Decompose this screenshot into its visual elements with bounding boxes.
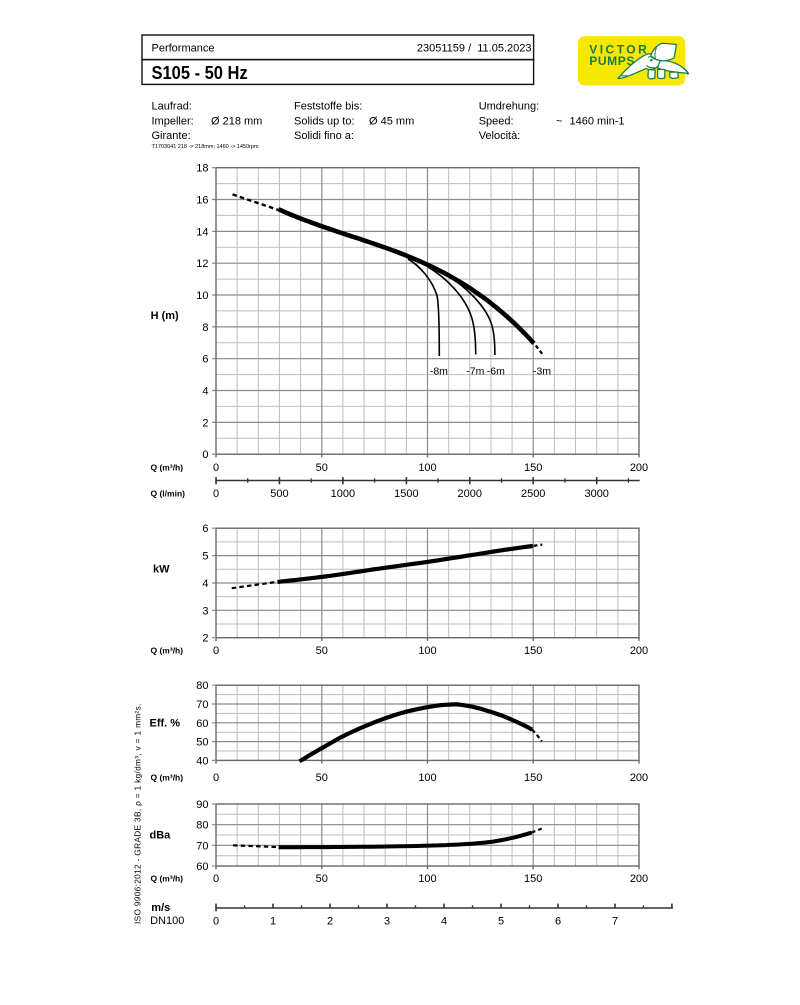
svg-text:50: 50: [316, 873, 328, 885]
svg-text:kW: kW: [153, 564, 170, 576]
svg-text:Velocità:: Velocità:: [479, 130, 521, 142]
svg-text:T1703041 218 -> 218mm; 1460 ->: T1703041 218 -> 218mm; 1460 -> 1450rpm: [152, 144, 259, 150]
svg-text:6: 6: [555, 916, 561, 928]
svg-text:H (m): H (m): [151, 310, 179, 322]
svg-text:150: 150: [524, 645, 542, 657]
svg-text:90: 90: [196, 799, 208, 811]
svg-text:0: 0: [202, 449, 208, 461]
svg-text:16: 16: [196, 195, 208, 207]
svg-text:dBa: dBa: [150, 829, 172, 841]
svg-text:2: 2: [327, 916, 333, 928]
svg-text:200: 200: [630, 772, 648, 784]
svg-text:Speed:: Speed:: [479, 115, 514, 127]
svg-text:5: 5: [202, 551, 208, 563]
svg-text:Laufrad:: Laufrad:: [152, 100, 192, 112]
svg-text:6: 6: [202, 523, 208, 535]
svg-text:-7m: -7m: [466, 366, 484, 378]
svg-text:3: 3: [202, 605, 208, 617]
svg-text:Umdrehung:: Umdrehung:: [479, 100, 540, 112]
svg-text:4: 4: [441, 916, 447, 928]
svg-text:14: 14: [196, 226, 208, 238]
svg-text:m/s: m/s: [151, 902, 170, 914]
svg-text:-6m: -6m: [487, 366, 505, 378]
svg-text:0: 0: [213, 645, 219, 657]
svg-text:1500: 1500: [394, 488, 418, 500]
svg-text:150: 150: [524, 873, 542, 885]
svg-text:Q (l/min): Q (l/min): [151, 488, 186, 498]
svg-text:40: 40: [196, 755, 208, 767]
svg-text:100: 100: [418, 873, 436, 885]
svg-text:10: 10: [196, 290, 208, 302]
svg-text:200: 200: [630, 873, 648, 885]
svg-text:Feststoffe bis:: Feststoffe bis:: [294, 100, 362, 112]
svg-text:ISO 9906:2012 - GRADE 3B, ρ =: ISO 9906:2012 - GRADE 3B, ρ = 1 kg/dm³, …: [133, 703, 143, 924]
svg-text:Q (m³/h): Q (m³/h): [151, 646, 184, 656]
svg-text:2: 2: [202, 417, 208, 429]
svg-text:80: 80: [196, 820, 208, 832]
svg-text:80: 80: [196, 680, 208, 692]
svg-text:12: 12: [196, 258, 208, 270]
svg-text:70: 70: [196, 699, 208, 711]
svg-text:Q (m³/h): Q (m³/h): [151, 463, 184, 473]
svg-text:Q (m³/h): Q (m³/h): [151, 874, 184, 884]
svg-text:1000: 1000: [331, 488, 355, 500]
svg-text:Performance: Performance: [152, 42, 215, 54]
svg-text:23051159 / 11.05.2023: 23051159 / 11.05.2023: [417, 42, 532, 54]
svg-text:0: 0: [213, 916, 219, 928]
svg-text:50: 50: [196, 737, 208, 749]
svg-text:2000: 2000: [458, 488, 482, 500]
svg-text:Ø 218 mm: Ø 218 mm: [211, 115, 262, 127]
svg-text:7: 7: [612, 916, 618, 928]
svg-text:~: ~: [556, 115, 562, 127]
svg-text:0: 0: [213, 462, 219, 474]
svg-text:3000: 3000: [584, 488, 608, 500]
svg-text:200: 200: [630, 462, 648, 474]
svg-text:2500: 2500: [521, 488, 545, 500]
svg-text:100: 100: [418, 462, 436, 474]
svg-text:S105 - 50 Hz: S105 - 50 Hz: [152, 63, 248, 83]
svg-text:50: 50: [316, 462, 328, 474]
svg-text:PUMPS: PUMPS: [589, 54, 634, 68]
svg-text:Solids up to:: Solids up to:: [294, 115, 355, 127]
svg-text:Solidi fino a:: Solidi fino a:: [294, 130, 354, 142]
svg-text:60: 60: [196, 718, 208, 730]
svg-text:18: 18: [196, 163, 208, 175]
svg-text:4: 4: [202, 578, 208, 590]
svg-text:60: 60: [196, 861, 208, 873]
svg-text:70: 70: [196, 840, 208, 852]
svg-text:-8m: -8m: [430, 366, 448, 378]
svg-text:100: 100: [418, 645, 436, 657]
svg-text:50: 50: [316, 772, 328, 784]
svg-text:0: 0: [213, 772, 219, 784]
svg-text:1: 1: [270, 916, 276, 928]
svg-text:4: 4: [202, 386, 208, 398]
svg-text:Ø 45 mm: Ø 45 mm: [369, 115, 414, 127]
svg-text:8: 8: [202, 322, 208, 334]
svg-text:3: 3: [384, 916, 390, 928]
svg-text:150: 150: [524, 462, 542, 474]
svg-text:DN100: DN100: [150, 915, 184, 927]
svg-text:100: 100: [418, 772, 436, 784]
svg-text:50: 50: [316, 645, 328, 657]
svg-text:0: 0: [213, 488, 219, 500]
svg-text:200: 200: [630, 645, 648, 657]
svg-text:Q (m³/h): Q (m³/h): [151, 773, 184, 783]
svg-text:1460 min-1: 1460 min-1: [570, 115, 625, 127]
svg-text:500: 500: [270, 488, 288, 500]
svg-text:5: 5: [498, 916, 504, 928]
svg-text:2: 2: [202, 633, 208, 645]
svg-text:Girante:: Girante:: [152, 130, 191, 142]
svg-text:0: 0: [213, 873, 219, 885]
svg-text:-3m: -3m: [533, 366, 551, 378]
svg-text:6: 6: [202, 354, 208, 366]
svg-text:Eff. %: Eff. %: [150, 718, 181, 730]
svg-text:150: 150: [524, 772, 542, 784]
svg-text:Impeller:: Impeller:: [152, 115, 194, 127]
